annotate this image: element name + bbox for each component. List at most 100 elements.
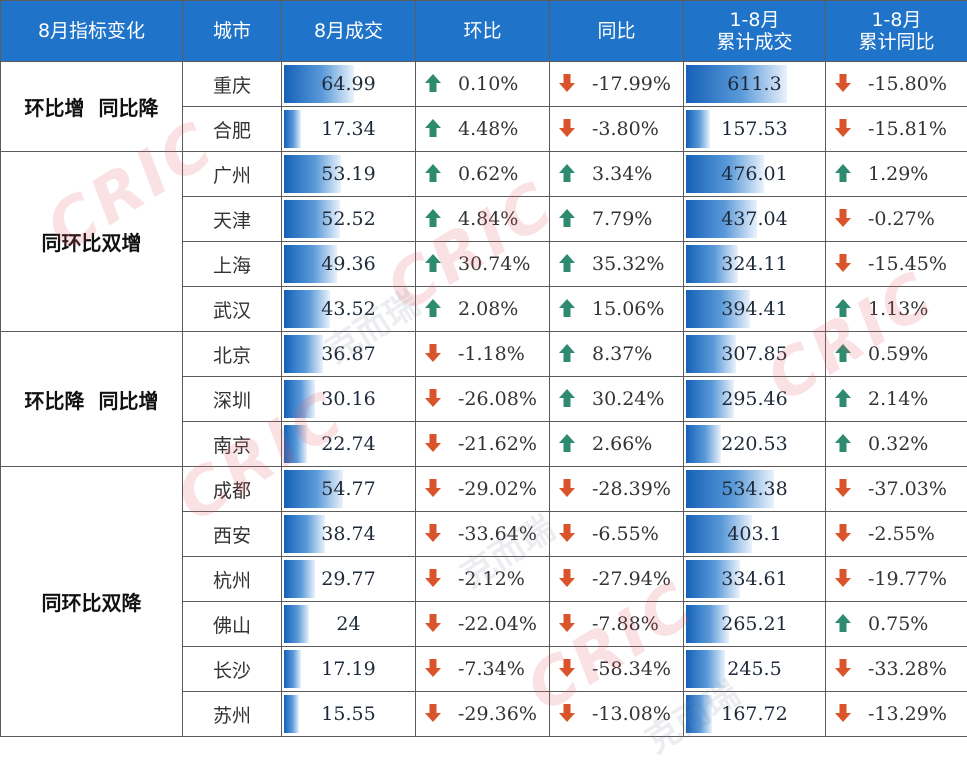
- city-name: 长沙: [183, 647, 282, 692]
- aug-volume-bar: [284, 335, 323, 373]
- ytd-volume-cell: 265.21: [684, 602, 826, 647]
- city-name: 深圳: [183, 377, 282, 422]
- mom-change-value: 2.08%: [458, 298, 518, 320]
- arrow-up-icon: [558, 343, 576, 363]
- arrow-down-icon: [558, 478, 576, 498]
- ytd-volume-value: 324.11: [721, 253, 787, 275]
- mom-change-cell: -26.08%: [416, 377, 550, 422]
- ytd-yoy-change-cell: -15.81%: [826, 107, 967, 152]
- ytd-yoy-change-cell: -37.03%: [826, 467, 967, 512]
- yoy-change-value: -27.94%: [592, 568, 671, 590]
- aug-volume-cell: 49.36: [282, 242, 416, 287]
- arrow-up-icon: [558, 298, 576, 318]
- ytd-yoy-change-value: -37.03%: [868, 478, 947, 500]
- arrow-up-icon: [558, 163, 576, 183]
- ytd-volume-cell: 611.3: [684, 62, 826, 107]
- header-yoy: 同比: [550, 1, 684, 62]
- ytd-volume-value: 534.38: [721, 478, 787, 500]
- city-name: 合肥: [183, 107, 282, 152]
- arrow-up-icon: [424, 298, 442, 318]
- arrow-up-icon: [424, 118, 442, 138]
- yoy-change-value: -28.39%: [592, 478, 671, 500]
- city-name: 武汉: [183, 287, 282, 332]
- ytd-yoy-change-value: -15.81%: [868, 118, 947, 140]
- ytd-yoy-change-cell: 0.32%: [826, 422, 967, 467]
- mom-change-value: -1.18%: [458, 343, 525, 365]
- city-name: 上海: [183, 242, 282, 287]
- aug-volume-value: 17.19: [321, 658, 375, 680]
- arrow-down-icon: [558, 703, 576, 723]
- mom-change-value: -29.36%: [458, 703, 537, 725]
- arrow-up-icon: [558, 253, 576, 273]
- aug-volume-value: 38.74: [321, 523, 375, 545]
- mom-change-value: -29.02%: [458, 478, 537, 500]
- ytd-volume-cell: 157.53: [684, 107, 826, 152]
- table-header: 8月指标变化 城市 8月成交 环比 同比 1-8月 累计成交 1-8月 累计同比: [1, 1, 967, 62]
- arrow-up-icon: [834, 298, 852, 318]
- mom-change-value: -33.64%: [458, 523, 537, 545]
- yoy-change-value: -7.88%: [592, 613, 659, 635]
- yoy-change-cell: 8.37%: [550, 332, 684, 377]
- mom-change-cell: -22.04%: [416, 602, 550, 647]
- aug-volume-cell: 17.19: [282, 647, 416, 692]
- mom-change-cell: -29.36%: [416, 692, 550, 737]
- aug-volume-cell: 64.99: [282, 62, 416, 107]
- yoy-change-cell: 35.32%: [550, 242, 684, 287]
- ytd-yoy-change-cell: 1.29%: [826, 152, 967, 197]
- yoy-change-value: -6.55%: [592, 523, 659, 545]
- aug-volume-bar: [284, 560, 315, 598]
- mom-change-value: -22.04%: [458, 613, 537, 635]
- arrow-up-icon: [834, 613, 852, 633]
- aug-volume-bar: [284, 605, 309, 643]
- arrow-up-icon: [834, 388, 852, 408]
- city-name: 苏州: [183, 692, 282, 737]
- header-ytd-volume-line1: 1-8月: [684, 9, 825, 31]
- arrow-down-icon: [424, 703, 442, 723]
- ytd-volume-value: 334.61: [721, 568, 787, 590]
- ytd-volume-bar: [686, 650, 725, 688]
- yoy-change-value: 35.32%: [592, 253, 664, 275]
- mom-change-value: 4.48%: [458, 118, 518, 140]
- header-indicator: 8月指标变化: [1, 1, 183, 62]
- aug-volume-cell: 15.55: [282, 692, 416, 737]
- city-name: 重庆: [183, 62, 282, 107]
- arrow-down-icon: [834, 208, 852, 228]
- ytd-yoy-change-value: -15.45%: [868, 253, 947, 275]
- mom-change-value: -7.34%: [458, 658, 525, 680]
- aug-volume-value: 30.16: [321, 388, 375, 410]
- aug-volume-cell: 54.77: [282, 467, 416, 512]
- ytd-volume-value: 295.46: [721, 388, 787, 410]
- ytd-volume-cell: 295.46: [684, 377, 826, 422]
- arrow-down-icon: [558, 613, 576, 633]
- arrow-down-icon: [834, 703, 852, 723]
- mom-change-cell: -2.12%: [416, 557, 550, 602]
- ytd-yoy-change-value: 1.29%: [868, 163, 928, 185]
- aug-volume-bar: [284, 110, 301, 148]
- yoy-change-value: 8.37%: [592, 343, 652, 365]
- yoy-change-value: 2.66%: [592, 433, 652, 455]
- city-name: 杭州: [183, 557, 282, 602]
- ytd-yoy-change-value: 0.59%: [868, 343, 928, 365]
- aug-volume-value: 64.99: [321, 73, 375, 95]
- ytd-volume-value: 245.5: [727, 658, 781, 680]
- header-ytd-volume-line2: 累计成交: [684, 31, 825, 53]
- arrow-down-icon: [424, 613, 442, 633]
- ytd-yoy-change-cell: -15.80%: [826, 62, 967, 107]
- ytd-volume-cell: 245.5: [684, 647, 826, 692]
- yoy-change-cell: -7.88%: [550, 602, 684, 647]
- aug-volume-value: 17.34: [321, 118, 375, 140]
- yoy-change-cell: -17.99%: [550, 62, 684, 107]
- ytd-volume-value: 476.01: [721, 163, 787, 185]
- arrow-down-icon: [834, 478, 852, 498]
- mom-change-cell: -33.64%: [416, 512, 550, 557]
- group-label: 环比增 同比降: [1, 62, 183, 152]
- arrow-down-icon: [424, 568, 442, 588]
- arrow-down-icon: [834, 73, 852, 93]
- ytd-volume-bar: [686, 110, 710, 148]
- aug-volume-value: 43.52: [321, 298, 375, 320]
- aug-volume-value: 36.87: [321, 343, 375, 365]
- yoy-change-cell: -13.08%: [550, 692, 684, 737]
- yoy-change-value: 15.06%: [592, 298, 664, 320]
- header-city: 城市: [183, 1, 282, 62]
- ytd-volume-cell: 403.1: [684, 512, 826, 557]
